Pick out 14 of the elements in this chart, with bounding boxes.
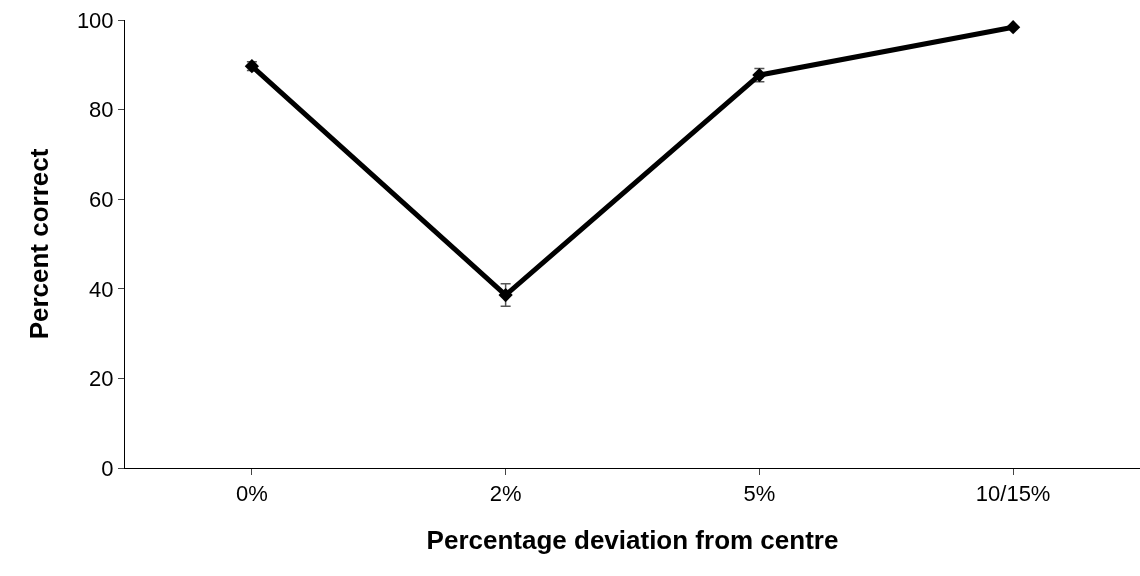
x-axis-title: Percentage deviation from centre	[426, 525, 839, 556]
y-tick-label: 100	[76, 7, 114, 33]
x-tick-label: 2%	[489, 481, 522, 507]
y-tick-label: 20	[89, 366, 114, 392]
point	[498, 287, 513, 303]
y-tick-label: 80	[89, 97, 114, 123]
point	[1005, 20, 1021, 35]
y-tick-label: 60	[89, 186, 114, 212]
y-tick-label: 0	[101, 455, 114, 481]
y-axis-title: Percent correct	[24, 148, 55, 340]
y-tick-label: 40	[89, 276, 114, 302]
x-tick-label: 5%	[743, 481, 776, 507]
x-tick-label: 10/15%	[975, 481, 1051, 507]
x-tick-label: 0%	[235, 481, 268, 507]
